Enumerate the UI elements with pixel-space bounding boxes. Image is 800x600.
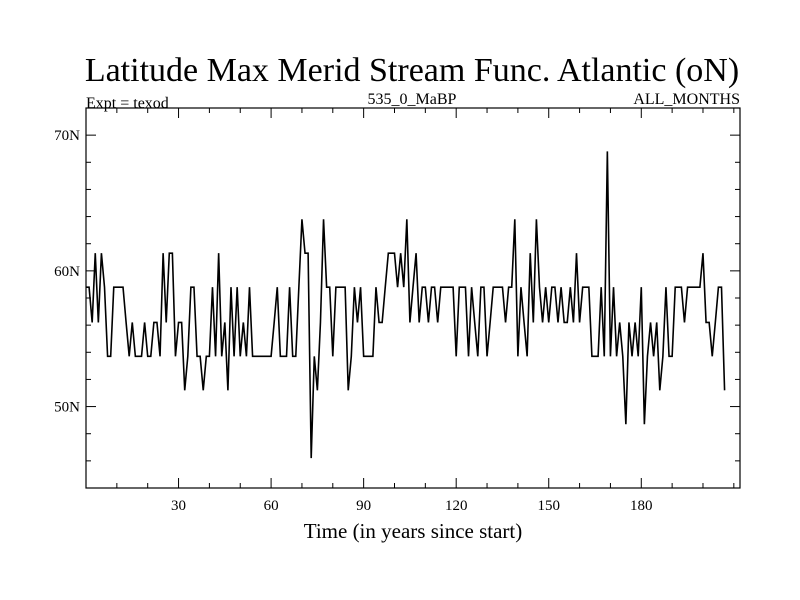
x-tick-label: 180	[630, 498, 653, 514]
y-tick-label: 50N	[54, 400, 80, 416]
subtitle-months: ALL_MONTHS	[633, 91, 740, 108]
plot-area: 30 60 90 120 150 180 50N 60N 70N	[54, 107, 741, 514]
x-tick-label: 90	[356, 498, 371, 514]
x-tick-label: 150	[537, 498, 560, 514]
axis-tick-labels: 30 60 90 120 150 180 50N 60N 70N	[54, 128, 652, 514]
series-line	[86, 151, 726, 459]
x-tick-label: 60	[264, 498, 279, 514]
x-tick-label: 120	[445, 498, 468, 514]
y-tick-label: 70N	[54, 128, 80, 144]
subtitle-run-id: 535_0_MaBP	[368, 91, 457, 108]
axis-ticks	[86, 108, 740, 488]
y-tick-label: 60N	[54, 264, 80, 280]
chart-title: Latitude Max Merid Stream Func. Atlantic…	[85, 52, 739, 89]
x-axis-label: Time (in years since start)	[304, 519, 523, 543]
x-tick-label: 30	[171, 498, 186, 514]
subtitle-experiment: Expt = texod	[86, 95, 169, 112]
